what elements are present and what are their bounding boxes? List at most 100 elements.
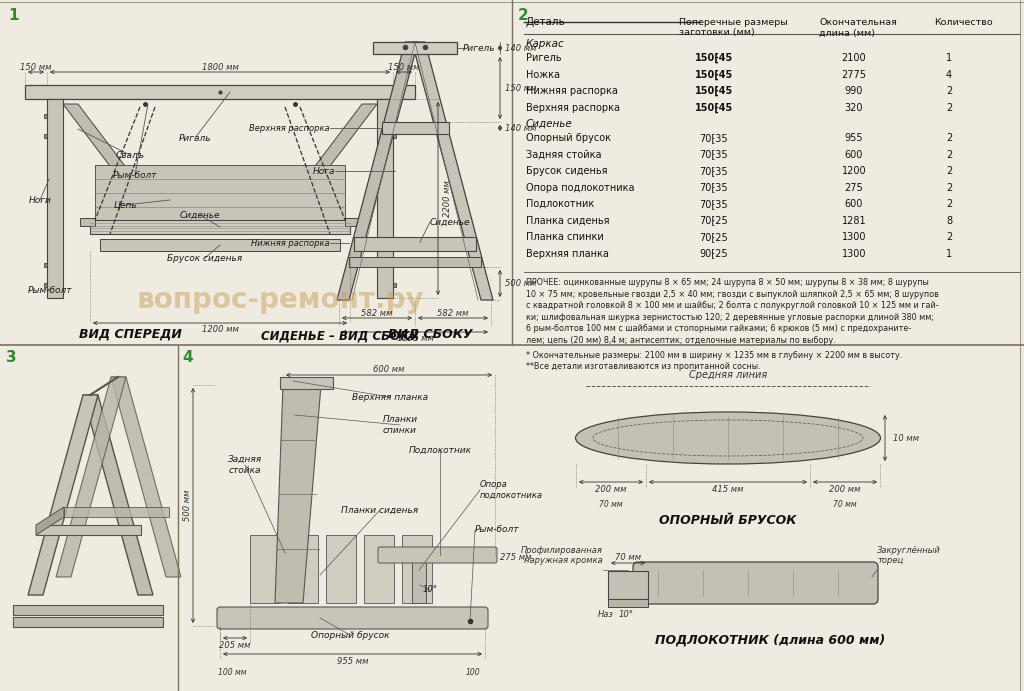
Text: Опора
подлокотника: Опора подлокотника <box>480 480 543 500</box>
Text: 100 мм: 100 мм <box>218 668 246 677</box>
Text: 2100: 2100 <box>842 53 866 63</box>
Text: 70⁅35: 70⁅35 <box>699 149 728 160</box>
Text: Верхняя планка: Верхняя планка <box>352 392 428 401</box>
Text: Сиденье: Сиденье <box>180 211 220 220</box>
Text: 10 мм: 10 мм <box>893 433 920 442</box>
Text: ки; шлифовальная шкурка зернистостью 120; 2 деревянные угловые распорки длиной 3: ки; шлифовальная шкурка зернистостью 120… <box>526 312 934 321</box>
Text: Опорный брусок: Опорный брусок <box>526 133 611 143</box>
Bar <box>80 218 95 226</box>
Bar <box>393 283 396 287</box>
Bar <box>13 617 163 627</box>
Text: 1235 мм: 1235 мм <box>396 334 433 343</box>
Text: Брусок сиденья: Брусок сиденья <box>168 254 243 263</box>
Bar <box>345 218 360 226</box>
Text: 70⁅35: 70⁅35 <box>699 199 728 209</box>
Text: 150⁅45: 150⁅45 <box>695 102 733 113</box>
Bar <box>393 114 396 118</box>
Text: 8: 8 <box>946 216 952 225</box>
Text: 1300: 1300 <box>842 232 866 242</box>
Text: 200 мм: 200 мм <box>595 484 627 493</box>
Bar <box>354 237 476 251</box>
Text: Нижняя распорка: Нижняя распорка <box>526 86 617 96</box>
Bar <box>90 220 350 234</box>
Text: 70 мм: 70 мм <box>834 500 857 509</box>
Text: 2200 мм: 2200 мм <box>443 180 452 217</box>
Text: Ноги: Ноги <box>29 196 51 205</box>
Text: 70 мм: 70 мм <box>599 500 623 509</box>
Bar <box>25 85 415 99</box>
Text: с квадратной головкой 8 × 100 мм и шайбы; 2 болта с полукруглой головкой 10 × 12: с квадратной головкой 8 × 100 мм и шайбы… <box>526 301 939 310</box>
Bar <box>44 134 47 138</box>
Text: 3: 3 <box>6 350 16 365</box>
Text: ВИД СБОКУ: ВИД СБОКУ <box>388 328 472 341</box>
Text: 150 мм: 150 мм <box>388 62 420 71</box>
Text: 955 мм: 955 мм <box>337 656 369 665</box>
Text: 275 мм: 275 мм <box>500 553 531 562</box>
Text: Ригель: Ригель <box>526 53 561 63</box>
Bar <box>288 535 318 603</box>
Text: 150⁅45: 150⁅45 <box>695 69 733 79</box>
Bar <box>47 99 63 298</box>
Text: Ригель: Ригель <box>463 44 496 53</box>
Text: Сиденье: Сиденье <box>526 119 572 129</box>
Text: Ножка: Ножка <box>526 70 560 79</box>
Text: Нижняя распорка: Нижняя распорка <box>251 238 330 247</box>
Text: Верхняя распорка: Верхняя распорка <box>250 124 330 133</box>
Text: 990: 990 <box>845 86 863 96</box>
Polygon shape <box>36 507 63 535</box>
Bar <box>608 571 648 599</box>
Text: Окончательная
длина (мм): Окончательная длина (мм) <box>819 18 897 37</box>
FancyBboxPatch shape <box>633 562 878 604</box>
Bar <box>36 525 141 535</box>
Text: Опорный брусок: Опорный брусок <box>310 630 389 639</box>
Text: 1300: 1300 <box>842 249 866 258</box>
Text: 1: 1 <box>8 8 18 23</box>
Text: вопрос-ремонт.ру: вопрос-ремонт.ру <box>136 286 424 314</box>
Text: 582 мм: 582 мм <box>361 308 393 317</box>
Text: Планки сиденья: Планки сиденья <box>341 506 419 515</box>
Text: 205 мм: 205 мм <box>219 641 251 650</box>
Text: Подлокотник: Подлокотник <box>409 446 471 455</box>
Text: 2: 2 <box>946 182 952 193</box>
Bar <box>13 605 163 615</box>
Polygon shape <box>63 104 165 219</box>
Text: 1281: 1281 <box>842 216 866 225</box>
Text: Верхняя распорка: Верхняя распорка <box>526 102 620 113</box>
Bar <box>44 283 47 287</box>
Polygon shape <box>111 377 181 577</box>
Text: Планка спинки: Планка спинки <box>526 232 604 242</box>
Text: Рым-болт: Рым-болт <box>28 285 73 294</box>
Text: 415 мм: 415 мм <box>713 484 743 493</box>
Bar <box>95 165 345 220</box>
Bar <box>393 134 396 138</box>
Bar <box>326 535 356 603</box>
Text: 2: 2 <box>946 199 952 209</box>
Text: 1200 мм: 1200 мм <box>202 325 239 334</box>
Text: ПРОЧЕЕ: оцинкованные шурупы 8 × 65 мм; 24 шурупа 8 × 50 мм; шурупы 8 × 38 мм; 8 : ПРОЧЕЕ: оцинкованные шурупы 8 × 65 мм; 2… <box>526 278 929 287</box>
Text: 2: 2 <box>518 8 528 23</box>
Text: 10 × 75 мм; кровельные гвозди 2,5 × 40 мм; гвозди с выпуклой шляпкой 2,5 × 65 мм: 10 × 75 мм; кровельные гвозди 2,5 × 40 м… <box>526 290 939 299</box>
Text: Свалъ: Свалъ <box>116 151 144 160</box>
Text: 500 мм: 500 мм <box>505 279 537 288</box>
Text: 4: 4 <box>182 350 193 365</box>
Polygon shape <box>337 42 418 300</box>
Text: 1800 мм: 1800 мм <box>202 62 239 71</box>
Bar <box>349 257 481 267</box>
Text: 1: 1 <box>946 53 952 63</box>
Text: 955: 955 <box>845 133 863 143</box>
Text: 140 мм: 140 мм <box>505 44 537 53</box>
Text: Планка сиденья: Планка сиденья <box>526 216 609 225</box>
Text: Цепь: Цепь <box>114 200 137 209</box>
Text: 4: 4 <box>946 70 952 79</box>
Polygon shape <box>28 395 98 595</box>
Text: * Окончательные размеры: 2100 мм в ширину × 1235 мм в глубину × 2200 мм в высоту: * Окончательные размеры: 2100 мм в ширин… <box>526 351 902 360</box>
Text: 2: 2 <box>946 86 952 96</box>
Text: ПОДЛОКОТНИК (длина 600 мм): ПОДЛОКОТНИК (длина 600 мм) <box>655 634 885 647</box>
Text: 2: 2 <box>946 102 952 113</box>
Text: Наз: Наз <box>598 610 614 619</box>
Text: 2: 2 <box>946 166 952 176</box>
Text: 150⁅45: 150⁅45 <box>695 86 733 96</box>
Polygon shape <box>412 42 493 300</box>
Text: лем; цепь (20 мм) 8,4 м; антисептик; отделочные материалы по выбору.: лем; цепь (20 мм) 8,4 м; антисептик; отд… <box>526 336 836 345</box>
FancyBboxPatch shape <box>217 607 488 629</box>
